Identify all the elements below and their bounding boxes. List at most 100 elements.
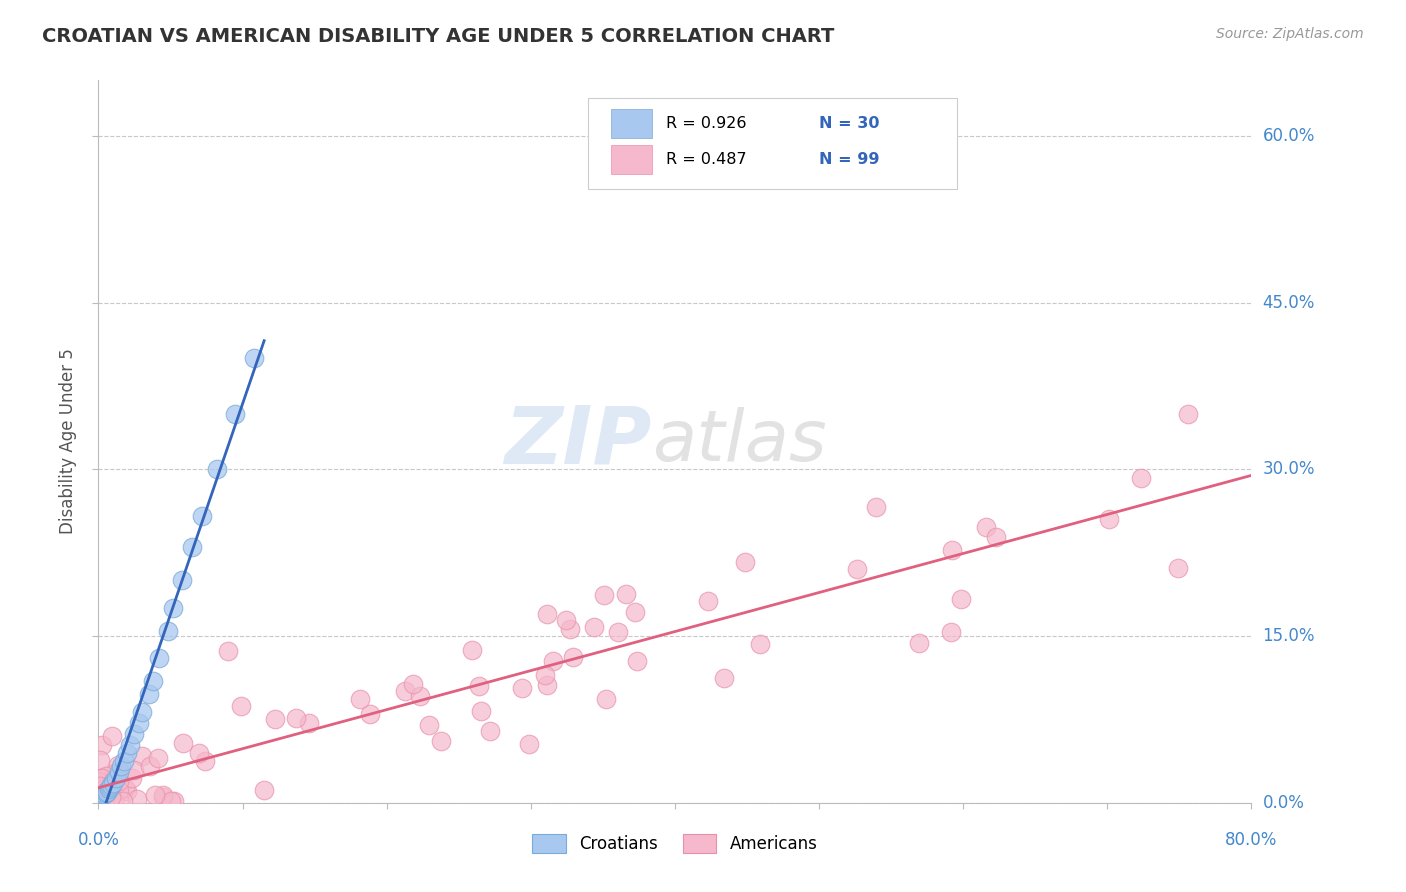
Point [96,785,118,799]
Point [624,605,647,619]
Point [94,769,117,783]
Point [90,793,112,807]
Point [402,677,425,691]
Text: 0.0%: 0.0% [77,830,120,848]
Text: 30.0%: 30.0% [1263,460,1315,478]
Point [626,654,648,668]
Point [243,351,266,366]
Point [156,624,179,638]
Point [163,794,186,808]
Point [125,792,148,806]
Point [90,789,112,804]
Point [470,704,492,718]
Point [94,786,117,800]
Point [117,746,139,760]
Point [734,555,756,569]
Text: N = 99: N = 99 [820,153,880,168]
Point [418,718,440,732]
Point [191,508,214,523]
Point [865,500,887,514]
Point [479,724,502,739]
Point [561,649,583,664]
Point [91,792,114,806]
Text: N = 30: N = 30 [820,116,880,131]
Point [152,789,174,803]
Point [170,574,193,588]
Point [96,780,118,794]
Point [907,636,929,650]
Point [89,790,111,805]
Point [98,780,121,795]
Point [460,643,482,657]
Point [89,775,111,789]
Point [510,681,533,695]
Point [148,751,170,765]
Point [97,778,120,792]
Point [97,782,120,797]
Point [107,764,129,779]
Point [536,678,558,692]
Point [1130,471,1153,485]
FancyBboxPatch shape [589,98,957,189]
Point [974,519,997,533]
Point [107,782,129,797]
Point [172,736,194,750]
Text: CROATIAN VS AMERICAN DISABILITY AGE UNDER 5 CORRELATION CHART: CROATIAN VS AMERICAN DISABILITY AGE UNDE… [42,27,835,45]
Point [107,758,129,772]
Point [1098,512,1121,526]
Point [110,759,132,773]
Point [592,588,614,602]
Text: Source: ZipAtlas.com: Source: ZipAtlas.com [1216,27,1364,41]
Point [517,737,540,751]
Point [100,778,122,792]
Point [89,779,111,793]
Point [160,794,183,808]
Point [217,644,239,658]
Point [122,763,145,777]
Text: 60.0%: 60.0% [1263,127,1315,145]
Point [188,746,211,760]
Point [583,620,606,634]
Point [941,543,963,558]
Point [91,788,114,802]
Point [97,794,120,808]
Point [285,711,308,725]
Point [231,698,253,713]
Text: R = 0.487: R = 0.487 [665,153,747,168]
Text: atlas: atlas [652,407,827,476]
Point [128,715,150,730]
Point [91,771,114,785]
Point [100,729,122,743]
Point [94,790,117,805]
Point [394,683,416,698]
Point [121,771,143,785]
Point [94,785,117,799]
Point [713,671,735,685]
Text: 15.0%: 15.0% [1263,627,1315,645]
Point [124,727,146,741]
Point [697,594,720,608]
Point [96,790,118,805]
Point [253,783,276,797]
Point [103,766,125,780]
Point [138,687,160,701]
Point [131,705,153,719]
Point [112,794,135,808]
Point [100,789,122,803]
Point [93,794,115,808]
Point [541,654,564,668]
Point [112,754,135,768]
Point [560,622,582,636]
Point [986,530,1008,544]
Point [91,788,114,802]
Point [89,771,111,785]
Point [536,607,558,621]
Point [468,679,491,693]
Text: 80.0%: 80.0% [1225,830,1278,848]
Point [91,738,114,752]
Point [614,587,637,601]
Point [409,689,432,703]
Text: 45.0%: 45.0% [1263,293,1315,311]
Point [91,789,114,804]
Point [181,540,204,554]
